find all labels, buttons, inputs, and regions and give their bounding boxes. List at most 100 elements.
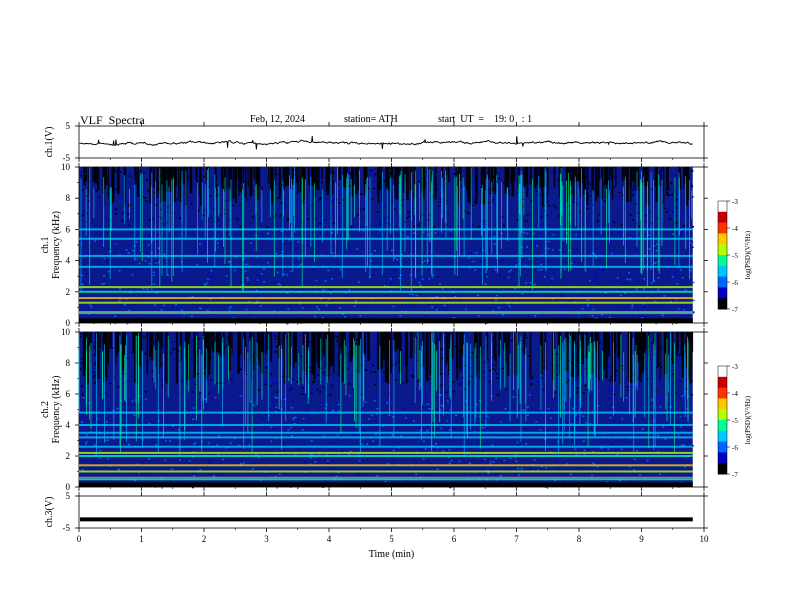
- spectrogram-cell: [596, 465, 599, 468]
- spectrogram-cell: [299, 354, 302, 357]
- spectrogram-dark-column: [299, 167, 302, 192]
- spectrogram-cell: [369, 420, 372, 423]
- spectrogram-cell: [375, 433, 377, 435]
- spectrogram-cell: [207, 207, 209, 210]
- spectrogram-cell: [634, 203, 637, 206]
- spectrogram-cell: [142, 172, 145, 174]
- spectrogram-cell: [569, 473, 572, 476]
- spectrogram-cell: [412, 376, 415, 378]
- spectrogram-cell: [424, 315, 427, 317]
- spectrogram-cell: [314, 461, 317, 463]
- spectrogram-cell: [117, 263, 120, 266]
- spectrogram-cell: [388, 414, 391, 417]
- spectrogram-cell: [601, 437, 604, 440]
- spectrogram-cell: [614, 414, 617, 416]
- spectrogram-cell: [171, 425, 174, 428]
- spectrogram-cell: [621, 223, 624, 225]
- spectrogram-dark-column: [146, 332, 149, 374]
- spectrogram-dark-column: [331, 332, 335, 367]
- spectrogram-cell: [115, 213, 118, 215]
- spectrogram-cell: [289, 427, 292, 429]
- spectrogram-cell: [363, 208, 365, 210]
- spectrogram-cell: [597, 247, 600, 249]
- spectrogram-cell: [396, 426, 399, 429]
- spectrogram-cell: [85, 441, 88, 443]
- spectrogram-cell: [199, 392, 202, 394]
- spectrogram-cell: [432, 444, 435, 447]
- colorbar-segment: [718, 265, 727, 278]
- spectrogram-cell: [343, 370, 346, 372]
- spectrogram-cell: [654, 300, 657, 303]
- spectrogram-cell: [227, 236, 229, 239]
- spectrogram-cell: [446, 449, 449, 452]
- spectrogram-cell: [568, 380, 570, 382]
- spectrogram-dark-column: [189, 167, 192, 185]
- spectrogram-dark-column: [115, 332, 119, 357]
- spectrogram-dark-column: [377, 167, 380, 204]
- spectrogram-cell: [382, 415, 385, 418]
- spectrogram-cell: [227, 232, 230, 234]
- spectrogram-cell: [501, 258, 504, 261]
- spectrogram-cell: [538, 233, 541, 235]
- spectrogram-cell: [612, 253, 615, 256]
- spectrogram-cell: [525, 282, 528, 284]
- spectrogram-cell: [422, 458, 425, 460]
- spectrogram-cell: [556, 409, 559, 411]
- spectrogram-cell: [217, 219, 220, 221]
- spectrogram-dark-column: [396, 167, 399, 200]
- spectrogram-cell: [629, 278, 632, 281]
- spectrogram-dark-column: [657, 332, 660, 367]
- spectrogram-cell: [161, 223, 164, 225]
- spectrogram-dark-column: [286, 167, 290, 186]
- x-tick-label: 6: [452, 534, 457, 544]
- spectrogram-cell: [146, 288, 149, 290]
- spectrogram-cell: [467, 253, 470, 255]
- spectrogram-cell: [680, 234, 683, 236]
- spectrogram-cell: [148, 236, 151, 238]
- spectrogram-cell: [359, 315, 362, 317]
- spectrogram-cell: [338, 307, 341, 309]
- spectrogram-cell: [617, 231, 620, 233]
- spectrogram-cell: [570, 262, 573, 264]
- spectrogram-cell: [623, 208, 626, 211]
- spectrogram-cell: [310, 389, 313, 392]
- spectrogram-cell: [153, 283, 156, 285]
- spectrogram-cell: [300, 357, 303, 359]
- spectrogram-cell: [398, 277, 401, 279]
- spectrogram-cell: [633, 458, 636, 460]
- spectrogram-dark-column: [161, 332, 163, 348]
- spectrogram-cell: [173, 227, 176, 230]
- spectrogram-cell: [337, 374, 340, 377]
- spectrogram-dark-column: [645, 167, 648, 190]
- spectrogram-cell: [92, 376, 95, 378]
- spectrogram-cell: [681, 277, 684, 279]
- spectrogram-cell: [287, 439, 290, 441]
- spectrogram-dark-column: [668, 332, 670, 383]
- spectrogram-cell: [448, 429, 451, 431]
- spectrogram-cell: [536, 259, 539, 262]
- spectrogram-cell: [473, 201, 476, 203]
- spectrogram-cell: [328, 309, 331, 311]
- spectrogram-cell: [419, 365, 422, 368]
- spectrogram-cell: [136, 438, 139, 440]
- spectrogram-dark-column: [436, 332, 438, 350]
- spectrogram-cell: [584, 270, 587, 272]
- spectrogram-cell: [105, 284, 108, 286]
- spectrogram-dark-column: [586, 167, 589, 205]
- spectrogram-cell: [471, 265, 474, 267]
- spectrogram-cell: [481, 241, 484, 243]
- spectrogram-cell: [350, 226, 353, 229]
- spectrogram-dark-column: [249, 167, 252, 198]
- spectrogram-cell: [605, 475, 608, 477]
- spectrogram-cell: [197, 434, 200, 436]
- spectrogram-dark-column: [297, 167, 299, 194]
- spectrogram-cell: [80, 421, 83, 423]
- spectrogram-cell: [520, 437, 523, 440]
- spectrogram-cell: [653, 377, 656, 379]
- spectrogram-cell: [496, 372, 499, 375]
- spectrogram-cell: [553, 204, 556, 207]
- spectrogram-dark-column: [357, 167, 359, 191]
- spectrogram-dark-column: [166, 332, 168, 384]
- spectrogram-cell: [266, 473, 269, 475]
- spectrogram-cell: [225, 417, 228, 419]
